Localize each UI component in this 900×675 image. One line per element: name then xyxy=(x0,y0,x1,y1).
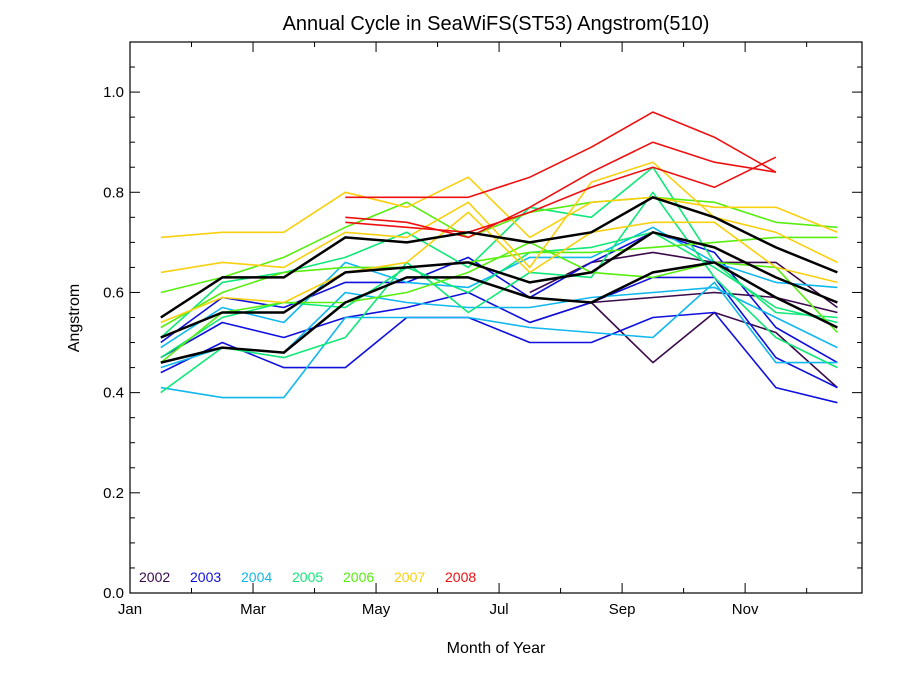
y-tick-label: 0.2 xyxy=(103,485,124,502)
y-tick-label: 1.0 xyxy=(103,84,124,101)
x-axis-label: Month of Year xyxy=(447,640,546,657)
series-line-20 xyxy=(345,111,777,199)
plot-border xyxy=(129,41,863,594)
y-tick-label: 0.0 xyxy=(103,585,124,602)
series-line-19 xyxy=(345,141,777,239)
legend-entry-2003: 2003 xyxy=(190,569,221,585)
series-layer xyxy=(160,111,838,404)
series-line-17 xyxy=(160,176,838,239)
legend-entry-2002: 2002 xyxy=(139,569,170,585)
series-line-21 xyxy=(160,261,838,364)
legend-entry-2007: 2007 xyxy=(394,569,425,585)
y-tick-label: 0.6 xyxy=(103,284,124,301)
chart-title: Annual Cycle in SeaWiFS(ST53) Angstrom(5… xyxy=(283,13,710,35)
x-tick-label: Sep xyxy=(609,601,636,618)
series-line-23 xyxy=(160,196,838,319)
y-tick-label: 0.8 xyxy=(103,184,124,201)
legend-entry-2005: 2005 xyxy=(292,569,323,585)
y-axis-label: Angstrom xyxy=(66,284,83,352)
x-tick-label: Nov xyxy=(732,601,759,618)
x-tick-label: Jul xyxy=(489,601,508,618)
series-line-13 xyxy=(160,236,838,329)
legend-entry-2008: 2008 xyxy=(445,569,476,585)
y-axis: 0.0 0.2 0.4 0.6 0.8 1.0 xyxy=(103,41,862,602)
x-axis: Jan Mar May Jul Sep Nov xyxy=(118,42,808,618)
series-line-18 xyxy=(345,156,777,234)
legend: 2002 2003 2004 2005 2006 2007 2008 xyxy=(139,569,476,585)
series-line-22 xyxy=(160,231,838,339)
x-tick-label: Jan xyxy=(118,601,142,618)
series-line-9 xyxy=(160,191,838,394)
series-line-16 xyxy=(160,161,838,274)
series-line-12 xyxy=(160,241,838,364)
series-line-14 xyxy=(160,196,838,294)
legend-entry-2004: 2004 xyxy=(241,569,272,585)
series-line-6 xyxy=(160,281,838,399)
x-tick-label: Mar xyxy=(240,601,266,618)
y-tick-label: 0.4 xyxy=(103,385,124,402)
plot-frame xyxy=(129,41,863,594)
legend-entry-2006: 2006 xyxy=(343,569,374,585)
series-line-3 xyxy=(160,311,838,404)
x-tick-label: May xyxy=(362,601,391,618)
series-line-15 xyxy=(160,211,838,324)
